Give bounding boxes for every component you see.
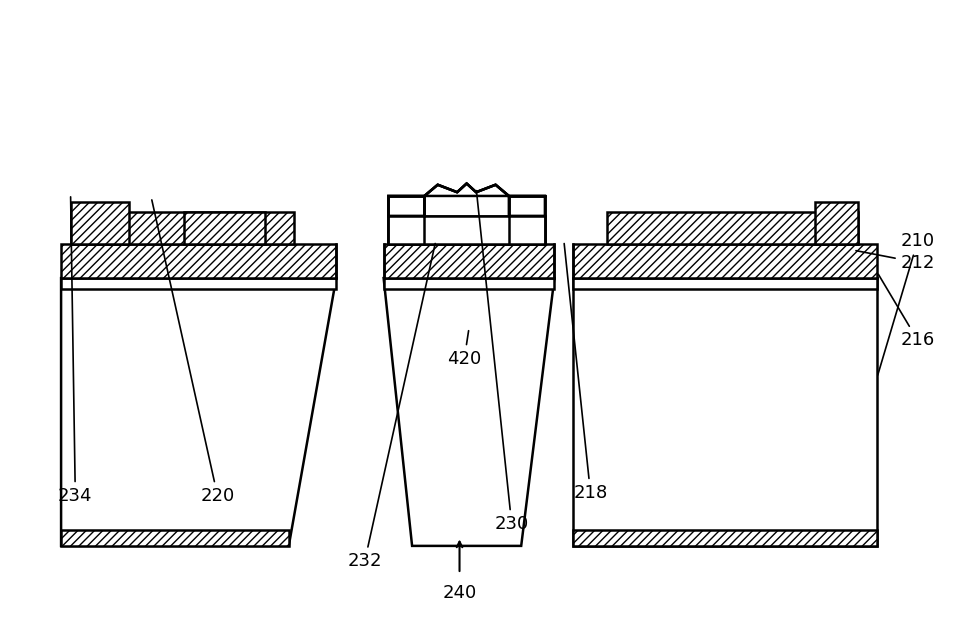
Bar [384, 244, 554, 278]
Bar [607, 211, 858, 244]
Polygon shape [389, 184, 545, 216]
Polygon shape [61, 278, 336, 546]
Bar [384, 278, 554, 290]
Bar [185, 211, 265, 244]
Text: 234: 234 [58, 197, 93, 505]
Bar [389, 216, 545, 244]
Polygon shape [573, 278, 877, 546]
Text: 218: 218 [565, 244, 608, 502]
Bar [71, 201, 129, 244]
Text: 216: 216 [879, 274, 935, 350]
Text: 240: 240 [442, 584, 477, 603]
Bar [389, 216, 545, 244]
Text: 210: 210 [878, 232, 935, 375]
Text: 212: 212 [856, 251, 935, 271]
Bar [573, 244, 877, 278]
Bar [815, 201, 858, 244]
Bar [61, 530, 289, 546]
Bar [71, 211, 294, 244]
Bar [61, 278, 336, 290]
Bar [573, 530, 877, 546]
Text: 232: 232 [347, 244, 435, 570]
Text: 230: 230 [477, 191, 529, 533]
Text: 420: 420 [447, 331, 481, 368]
Polygon shape [384, 278, 554, 546]
Text: 220: 220 [152, 200, 234, 505]
Bar [61, 244, 336, 278]
Bar [573, 278, 877, 290]
